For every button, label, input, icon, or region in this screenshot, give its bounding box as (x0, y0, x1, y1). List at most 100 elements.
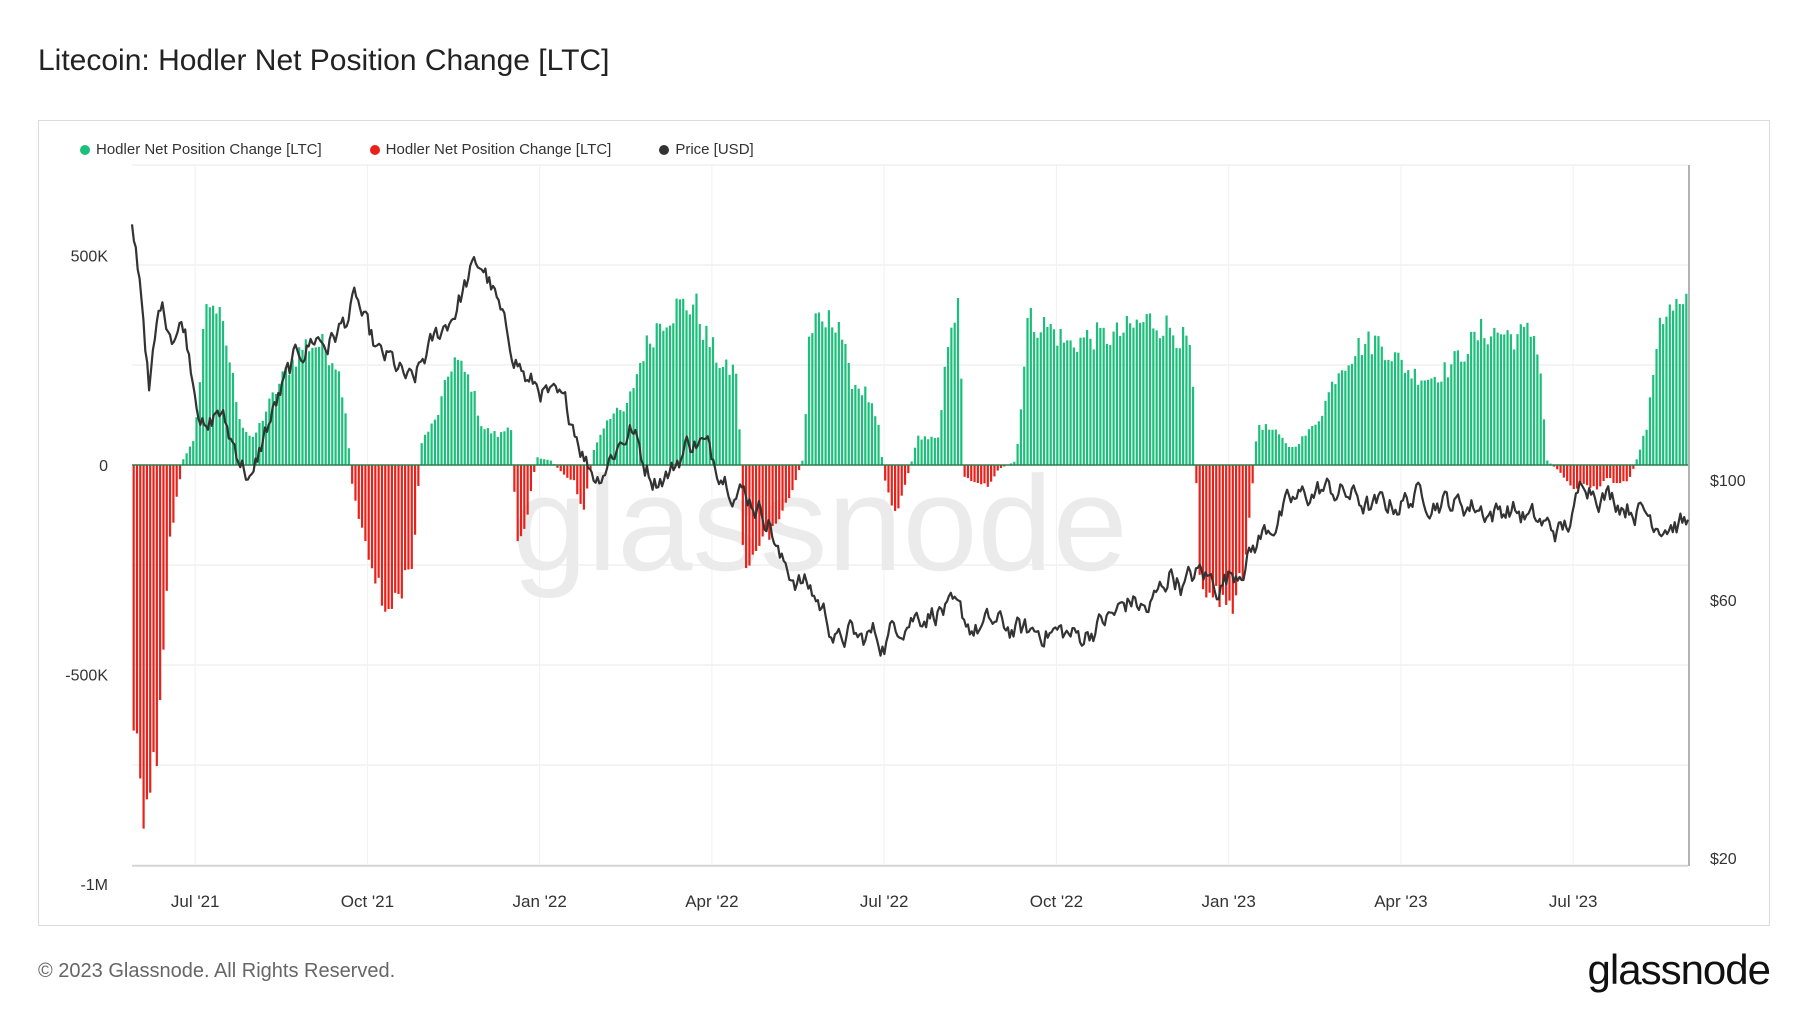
bar-positive (271, 392, 274, 465)
bar-positive (1317, 421, 1320, 465)
bar-negative (900, 465, 903, 496)
bar-positive (678, 299, 682, 465)
bar-positive (1377, 336, 1380, 465)
bar-positive (1072, 347, 1075, 465)
bar-positive (695, 293, 698, 465)
bar-positive (1443, 362, 1446, 465)
bar-negative (973, 465, 976, 483)
bar-positive (427, 431, 430, 465)
bar-positive (814, 313, 817, 465)
bar-positive (864, 386, 867, 465)
bar-positive (953, 322, 956, 465)
bar-positive (457, 359, 460, 465)
legend-item-price[interactable]: Price [USD] (659, 141, 754, 158)
bar-positive (917, 435, 920, 465)
chart-frame (38, 120, 1770, 926)
legend-item-negative[interactable]: Hodler Net Position Change [LTC] (369, 141, 611, 158)
bar-positive (1092, 349, 1095, 465)
bar-positive (1397, 352, 1400, 465)
bar-positive (1314, 424, 1317, 465)
bar-negative (745, 465, 748, 569)
bar-positive (433, 419, 437, 465)
bar-positive (1294, 446, 1297, 465)
bar-positive (625, 402, 629, 465)
bar-positive (218, 306, 221, 465)
bar-negative (784, 465, 787, 503)
bar-positive (208, 307, 211, 465)
bar-positive (857, 388, 860, 465)
bar-positive (642, 361, 645, 465)
bar-positive (860, 395, 864, 465)
bar-negative (887, 465, 890, 493)
bar-negative (907, 465, 910, 474)
bar-positive (1076, 351, 1079, 465)
bar-positive (946, 347, 950, 465)
bar-negative (410, 465, 413, 570)
bar-positive (317, 346, 321, 465)
bar-negative (384, 465, 387, 612)
bar-positive (1307, 429, 1311, 465)
bar-positive (500, 432, 503, 465)
bar-positive (599, 434, 602, 465)
bar-negative (791, 465, 794, 491)
bar-positive (1423, 380, 1426, 465)
x-tick-label-6: Jan '23 (1202, 892, 1256, 911)
bar-negative (168, 465, 172, 537)
bar-negative (1215, 465, 1218, 586)
bar-positive (1145, 314, 1148, 465)
bar-negative (1615, 465, 1618, 484)
bar-positive (705, 325, 708, 465)
bar-positive (880, 457, 883, 465)
bar-positive (228, 362, 231, 465)
bar-negative (1244, 465, 1248, 555)
bar-negative (970, 465, 973, 482)
bar-positive (708, 347, 711, 465)
bar-positive (801, 460, 804, 465)
bar-positive (831, 327, 834, 465)
bar-positive (1344, 370, 1347, 465)
bar-positive (1658, 317, 1661, 465)
bar-positive (1172, 335, 1175, 465)
bar-positive (298, 347, 301, 465)
bar-negative (761, 465, 764, 537)
bar-positive (1413, 368, 1416, 465)
bar-positive (649, 343, 652, 465)
bar-positive (1291, 447, 1294, 465)
bar-positive (1436, 382, 1440, 465)
bar-negative (559, 465, 562, 472)
bar-positive (470, 391, 473, 465)
bar-positive (1460, 361, 1463, 465)
bar-negative (1622, 465, 1625, 482)
bar-negative (387, 465, 390, 609)
bar-positive (483, 429, 486, 465)
bar-positive (543, 459, 546, 465)
bar-positive (1327, 392, 1330, 465)
bar-positive (1109, 345, 1112, 465)
bar-positive (1483, 338, 1486, 465)
brand-logo: glassnode (1587, 946, 1771, 993)
bar-positive (221, 320, 225, 465)
bar-negative (1579, 465, 1582, 485)
bar-negative (1195, 465, 1198, 484)
bar-positive (960, 378, 963, 465)
bar-positive (1450, 364, 1453, 465)
bar-positive (1496, 332, 1499, 465)
bar-positive (715, 362, 718, 465)
bar-negative (562, 465, 566, 475)
bar-negative (764, 465, 768, 533)
bar-positive (1016, 444, 1019, 465)
bar-positive (281, 371, 284, 465)
bar-negative (1208, 465, 1211, 593)
bar-positive (940, 410, 943, 465)
x-tick-label-2: Jan '22 (513, 892, 567, 911)
bar-positive (225, 345, 228, 465)
bar-negative (586, 465, 589, 489)
price-line (130, 224, 1690, 657)
bar-positive (1652, 375, 1655, 465)
bar-positive (1433, 376, 1436, 465)
legend-item-positive[interactable]: Hodler Net Position Change [LTC] (80, 141, 322, 158)
price-series (130, 224, 1690, 657)
bar-positive (235, 402, 238, 465)
bar-positive (937, 437, 940, 465)
bar-positive (1635, 459, 1638, 465)
